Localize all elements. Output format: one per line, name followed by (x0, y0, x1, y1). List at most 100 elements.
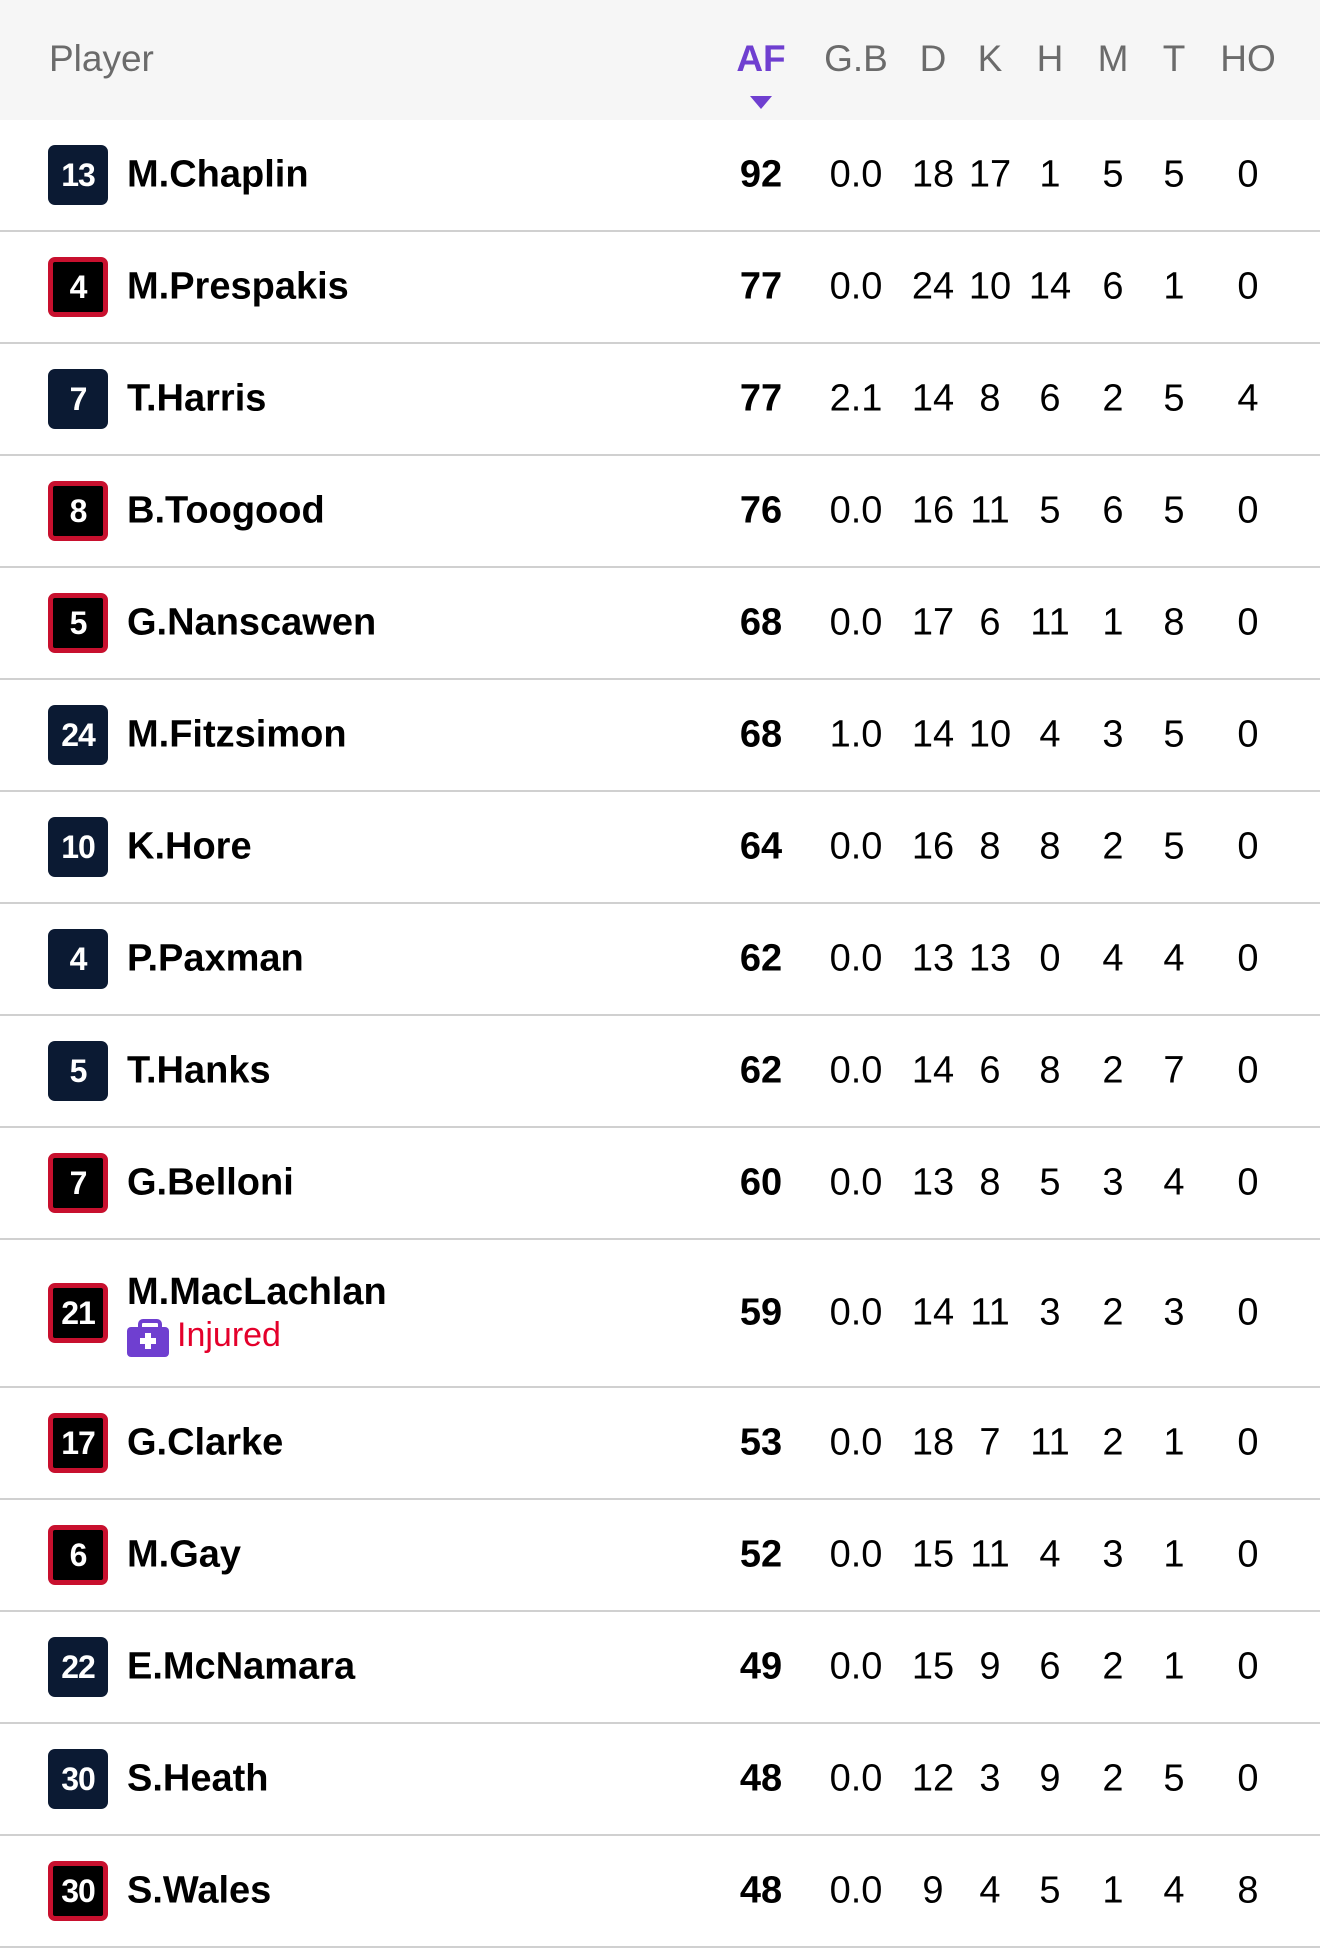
column-header-k[interactable]: K (977, 38, 1003, 79)
player-name[interactable]: T.Hanks (127, 1049, 271, 1092)
stat-d: 14 (911, 1291, 955, 1334)
column-header-t[interactable]: T (1162, 38, 1186, 79)
stat-k: 17 (968, 153, 1012, 196)
player-name[interactable]: M.MacLachlan (127, 1271, 387, 1313)
stat-d: 12 (911, 1757, 955, 1800)
player-name[interactable]: M.Fitzsimon (127, 713, 347, 756)
stat-gb: 0.0 (829, 825, 883, 868)
player-row[interactable]: 22 E.McNamara 49 0.0 15 9 6 2 1 0 (0, 1612, 1320, 1724)
stat-t: 1 (1163, 1645, 1185, 1688)
stat-k: 8 (979, 825, 1001, 868)
stat-af: 76 (739, 489, 783, 532)
player-name[interactable]: M.Chaplin (127, 153, 309, 196)
jersey-number-badge: 5 (48, 1041, 108, 1101)
stat-m: 3 (1102, 713, 1124, 756)
stat-gb: 0.0 (829, 1161, 883, 1204)
player-name[interactable]: G.Belloni (127, 1161, 294, 1204)
player-name[interactable]: T.Harris (127, 377, 267, 420)
player-row[interactable]: 30 S.Wales 48 0.0 9 4 5 1 4 8 (0, 1836, 1320, 1948)
jersey-number-badge: 10 (48, 817, 108, 877)
stat-h: 11 (1030, 1421, 1070, 1464)
stat-t: 5 (1163, 153, 1185, 196)
player-name[interactable]: B.Toogood (127, 489, 325, 532)
stat-h: 0 (1039, 937, 1061, 980)
player-row[interactable]: 5 G.Nanscawen 68 0.0 17 6 11 1 8 0 (0, 568, 1320, 680)
player-row[interactable]: 24 M.Fitzsimon 68 1.0 14 10 4 3 5 0 (0, 680, 1320, 792)
jersey-number-badge: 17 (48, 1413, 108, 1473)
player-row[interactable]: 17 G.Clarke 53 0.0 18 7 11 2 1 0 (0, 1388, 1320, 1500)
column-header-d[interactable]: D (919, 38, 947, 79)
stat-gb: 0.0 (829, 1757, 883, 1800)
stat-ho: 0 (1237, 1645, 1259, 1688)
stat-h: 6 (1039, 1645, 1061, 1688)
player-row[interactable]: 13 M.Chaplin 92 0.0 18 17 1 5 5 0 (0, 120, 1320, 232)
player-row[interactable]: 7 T.Harris 77 2.1 14 8 6 2 5 4 (0, 344, 1320, 456)
player-name[interactable]: M.Prespakis (127, 265, 349, 308)
stat-d: 9 (922, 1869, 944, 1912)
stat-ho: 0 (1237, 713, 1259, 756)
stat-k: 11 (970, 1533, 1010, 1576)
stat-h: 8 (1039, 825, 1061, 868)
stat-af: 62 (739, 937, 783, 980)
player-row[interactable]: 8 B.Toogood 76 0.0 16 11 5 6 5 0 (0, 456, 1320, 568)
player-name[interactable]: K.Hore (127, 825, 252, 868)
player-row[interactable]: 10 K.Hore 64 0.0 16 8 8 2 5 0 (0, 792, 1320, 904)
stat-d: 13 (911, 937, 955, 980)
medical-kit-icon (127, 1319, 169, 1357)
player-name[interactable]: G.Clarke (127, 1421, 284, 1464)
stat-k: 8 (979, 377, 1001, 420)
stat-k: 13 (968, 937, 1012, 980)
stat-t: 8 (1163, 601, 1185, 644)
jersey-number-badge: 22 (48, 1637, 108, 1697)
jersey-number-badge: 7 (48, 369, 108, 429)
jersey-number-badge: 4 (48, 929, 108, 989)
stat-af: 48 (739, 1869, 783, 1912)
jersey-number-badge: 7 (48, 1153, 108, 1213)
jersey-number-badge: 24 (48, 705, 108, 765)
player-name[interactable]: S.Heath (127, 1757, 269, 1800)
stat-ho: 4 (1237, 377, 1259, 420)
stat-d: 18 (911, 1421, 955, 1464)
stat-t: 4 (1163, 1869, 1185, 1912)
player-row[interactable]: 5 T.Hanks 62 0.0 14 6 8 2 7 0 (0, 1016, 1320, 1128)
stat-d: 14 (911, 377, 955, 420)
stat-t: 5 (1163, 377, 1185, 420)
player-name[interactable]: G.Nanscawen (127, 601, 377, 644)
player-row[interactable]: 30 S.Heath 48 0.0 12 3 9 2 5 0 (0, 1724, 1320, 1836)
column-header-ho[interactable]: HO (1220, 38, 1276, 79)
column-header-m[interactable]: M (1097, 38, 1129, 79)
stat-t: 1 (1163, 1533, 1185, 1576)
column-header-af[interactable]: AF (736, 38, 786, 79)
stat-k: 10 (968, 713, 1012, 756)
stat-k: 7 (979, 1421, 1001, 1464)
player-row[interactable]: 4 P.Paxman 62 0.0 13 13 0 4 4 0 (0, 904, 1320, 1016)
stat-af: 92 (739, 153, 783, 196)
player-name[interactable]: S.Wales (127, 1869, 272, 1912)
stat-af: 68 (739, 713, 783, 756)
stat-m: 4 (1102, 937, 1124, 980)
stat-k: 10 (968, 265, 1012, 308)
stat-af: 64 (739, 825, 783, 868)
player-row[interactable]: 7 G.Belloni 60 0.0 13 8 5 3 4 0 (0, 1128, 1320, 1240)
stat-m: 6 (1102, 265, 1124, 308)
stat-d: 18 (911, 153, 955, 196)
player-name[interactable]: M.Gay (127, 1533, 242, 1576)
stat-t: 3 (1163, 1291, 1185, 1334)
column-header-player[interactable]: Player (49, 38, 154, 79)
jersey-number-badge: 6 (48, 1525, 108, 1585)
player-name[interactable]: P.Paxman (127, 937, 304, 980)
stat-m: 5 (1102, 153, 1124, 196)
column-header-gb[interactable]: G.B (824, 38, 888, 79)
stat-ho: 8 (1237, 1869, 1259, 1912)
player-name[interactable]: E.McNamara (127, 1645, 356, 1688)
column-header-h[interactable]: H (1036, 38, 1064, 79)
player-row[interactable]: 4 M.Prespakis 77 0.0 24 10 14 6 1 0 (0, 232, 1320, 344)
stat-gb: 0.0 (829, 1645, 883, 1688)
player-row[interactable]: 21 M.MacLachlan Injured 59 0.0 14 11 3 2 3 0 (0, 1240, 1320, 1388)
player-row[interactable]: 6 M.Gay 52 0.0 15 11 4 3 1 0 (0, 1500, 1320, 1612)
stat-af: 60 (739, 1161, 783, 1204)
stat-k: 11 (970, 489, 1010, 532)
stat-gb: 0.0 (829, 489, 883, 532)
stat-af: 68 (739, 601, 783, 644)
stat-af: 77 (739, 265, 783, 308)
